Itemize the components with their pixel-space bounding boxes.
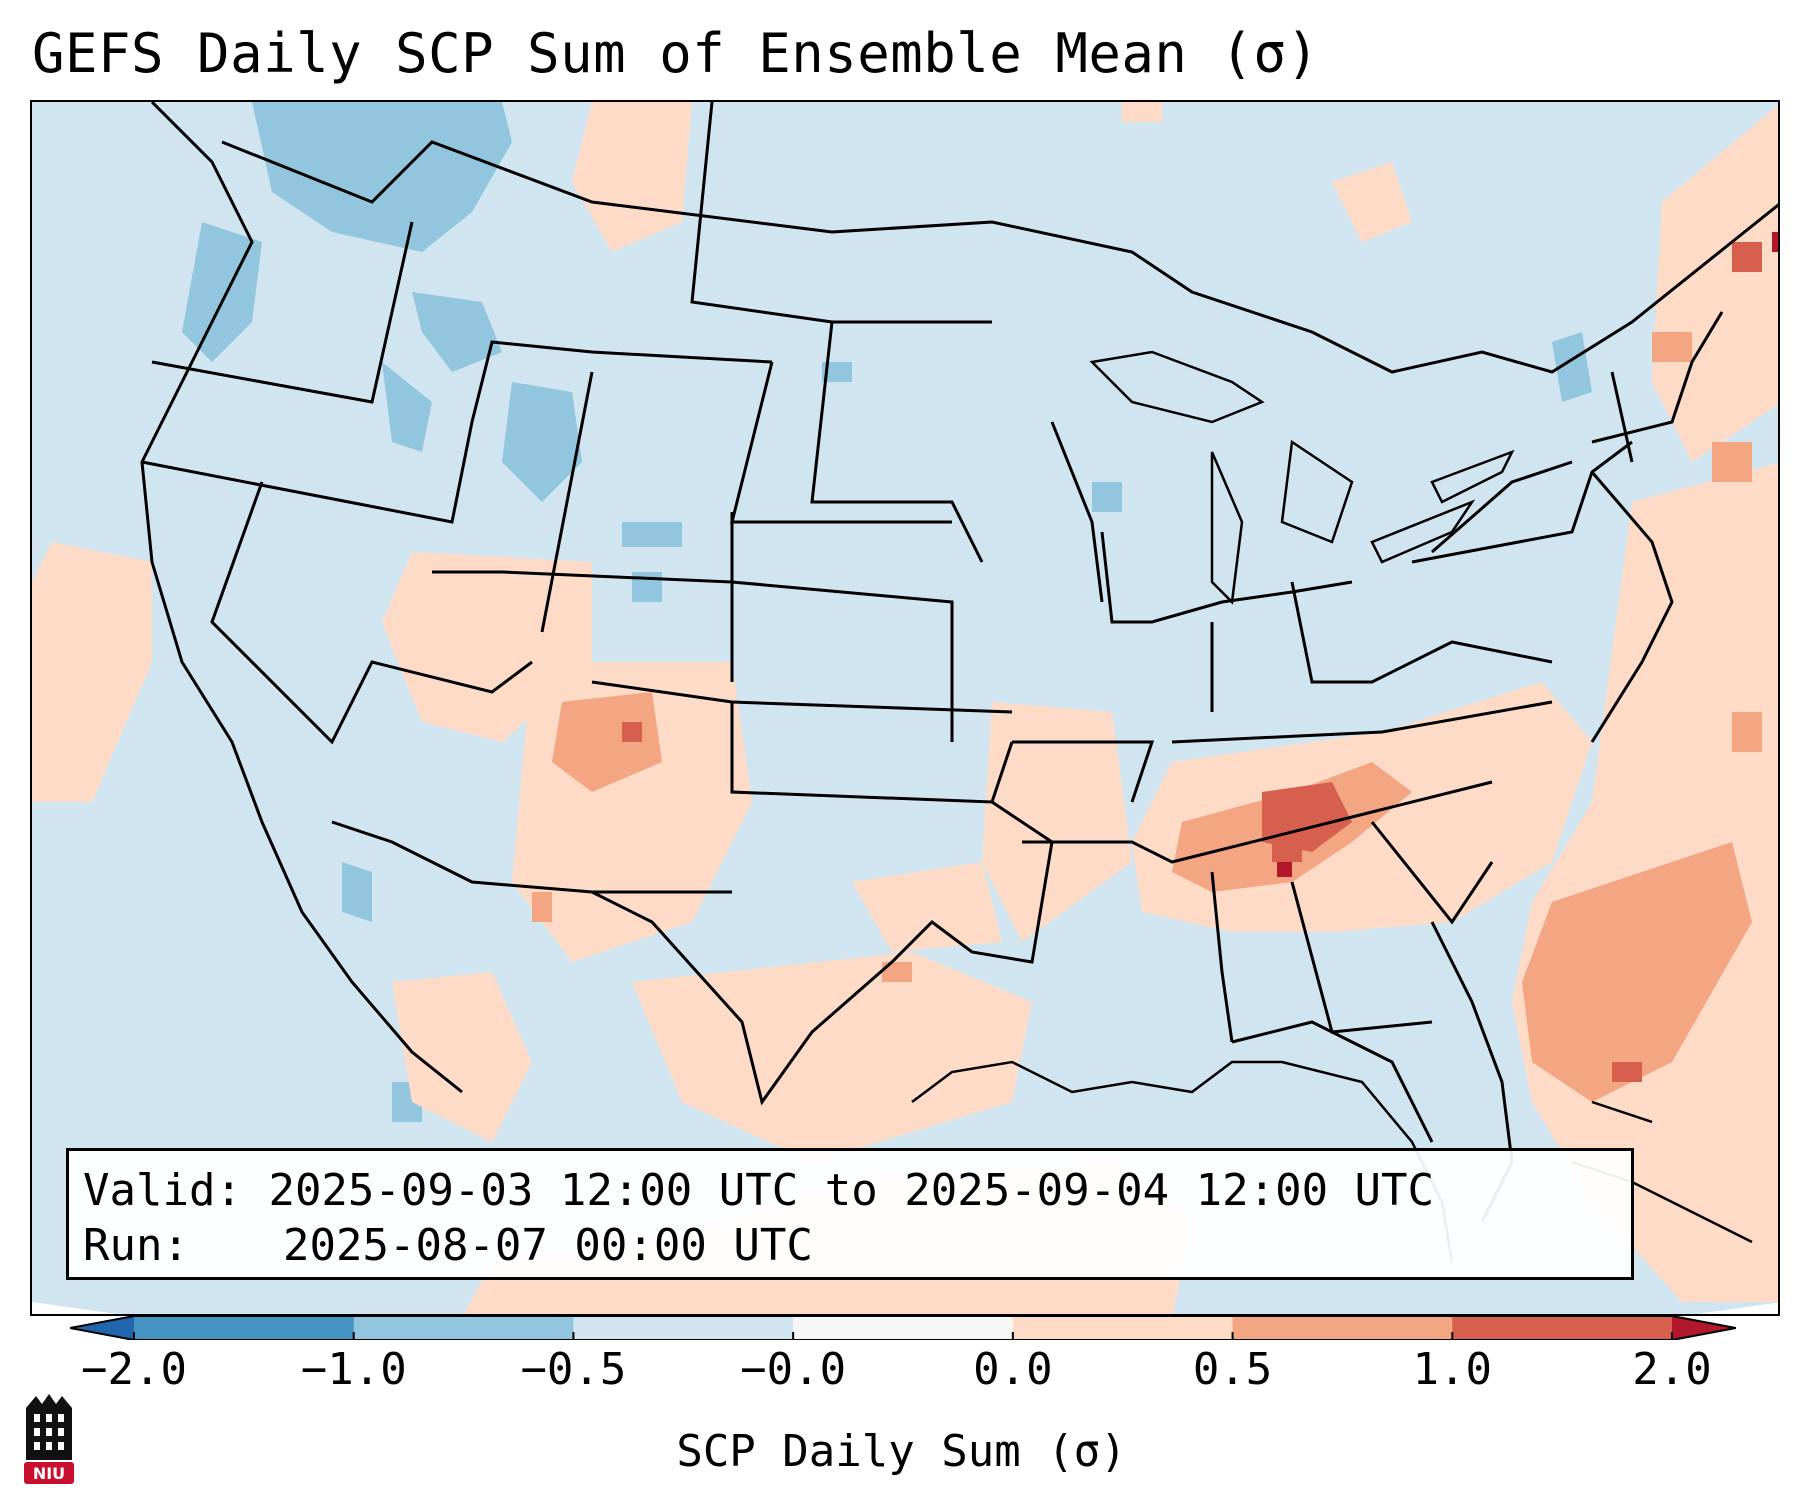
valid-label: Valid:: [83, 1165, 242, 1216]
state-borders: [140, 102, 1778, 1223]
colorbar-segment: [573, 1316, 794, 1340]
svg-text:NIU: NIU: [33, 1464, 65, 1483]
colorbar-tick-label: 1.0: [1412, 1344, 1493, 1395]
colorbar-tick-label: −0.0: [740, 1344, 847, 1395]
map-title: GEFS Daily SCP Sum of Ensemble Mean (σ): [32, 22, 1320, 85]
valid-value: 2025-09-03 12:00 UTC to 2025-09-04 12:00…: [268, 1165, 1435, 1216]
extreme-anomaly-areas: [1277, 232, 1778, 877]
run-label: Run:: [83, 1220, 189, 1271]
colorbar-segment: [134, 1316, 355, 1340]
niu-logo-mark: NIU: [24, 1394, 74, 1484]
colorbar-extend-low: [70, 1316, 134, 1340]
colorbar-tick-label: 0.0: [973, 1344, 1053, 1395]
run-value: 2025-08-07 00:00 UTC: [283, 1220, 813, 1271]
colorbar-segment: [1452, 1316, 1673, 1340]
colorbar-tick-label: −1.0: [300, 1344, 407, 1395]
colorbar-svg: [69, 1315, 1737, 1341]
valid-row: Valid: 2025-09-03 12:00 UTC to 2025-09-0…: [83, 1163, 1617, 1218]
map-canvas: [32, 102, 1778, 1314]
colorbar-segment: [1232, 1316, 1453, 1340]
negative-anomaly-areas: [182, 102, 1592, 1122]
colorbar-title: SCP Daily Sum (σ): [676, 1426, 1127, 1477]
colorbar-tick-label: −0.5: [520, 1344, 627, 1395]
colorbar-tick-label: 2.0: [1632, 1344, 1712, 1395]
colorbar-ticks: −2.0 −1.0 −0.5 −0.0 0.0 0.5 1.0 2.0: [0, 1344, 1803, 1414]
map-panel[interactable]: [30, 100, 1780, 1316]
colorbar-segment: [1012, 1316, 1234, 1340]
niu-logo: NIU: [20, 1390, 78, 1486]
colorbar-tick-label: 0.5: [1192, 1344, 1273, 1395]
run-row: Run: 2025-08-07 00:00 UTC: [83, 1218, 1617, 1273]
colorbar-tick-label: −2.0: [81, 1344, 187, 1395]
colorbar: [69, 1315, 1737, 1341]
colorbar-extend-high: [1672, 1316, 1736, 1340]
valid-run-info-box: Valid: 2025-09-03 12:00 UTC to 2025-09-0…: [66, 1148, 1634, 1280]
colorbar-segment: [353, 1316, 574, 1340]
colorbar-segment: [793, 1316, 1014, 1340]
